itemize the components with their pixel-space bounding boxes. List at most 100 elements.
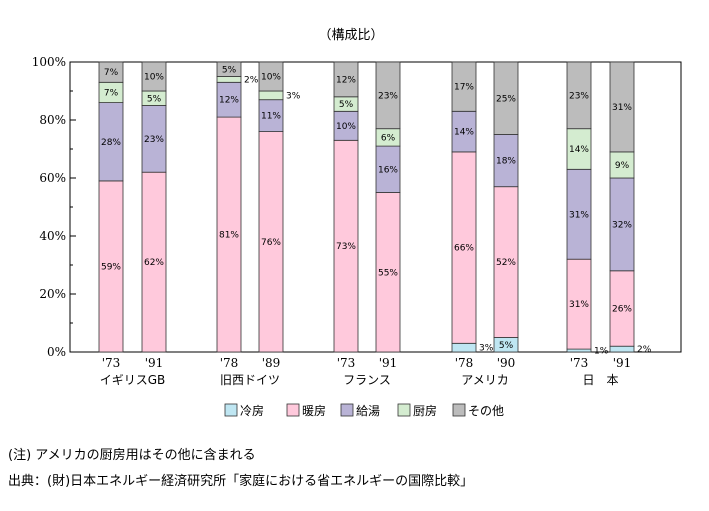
data-label: 3% [479, 344, 494, 354]
legend-swatch [224, 403, 238, 417]
y-tick-label: 40% [39, 229, 66, 243]
data-label: 14% [454, 128, 474, 138]
bar-segment [216, 76, 242, 83]
x-tick-label: '90 [497, 356, 516, 370]
data-label: 62% [144, 258, 164, 268]
x-tick-label: '91 [145, 356, 164, 370]
data-label: 9% [615, 161, 630, 171]
group-label: アメリカ [461, 373, 508, 387]
data-label: 5% [222, 65, 237, 75]
legend: 冷房 暖房 給湯 厨房 その他 [224, 403, 504, 418]
data-label: 31% [612, 103, 632, 113]
data-label: 2% [244, 75, 259, 85]
x-tick-label: '78 [455, 356, 474, 370]
bar-segment [141, 105, 167, 173]
bar-segment [609, 345, 635, 353]
y-tick-label: 0% [47, 345, 66, 359]
bar-segment [333, 110, 359, 141]
y-tick-label: 60% [39, 171, 66, 185]
y-tick-label: 80% [39, 113, 66, 127]
bar-segment [566, 168, 592, 260]
data-label: 10% [261, 73, 281, 83]
data-label: 12% [219, 96, 239, 106]
x-tick-label: '91 [379, 356, 398, 370]
bar-segment [98, 61, 124, 83]
bar-segment [493, 61, 519, 135]
data-label: 3% [286, 91, 301, 101]
group-label: 日 本 [582, 373, 618, 387]
data-label: 5% [339, 100, 354, 110]
bar-segment [258, 90, 284, 101]
bar-segment [566, 128, 592, 170]
data-label: 7% [104, 68, 119, 78]
data-label: 10% [144, 73, 164, 83]
data-label: 52% [496, 258, 516, 268]
legend-label: 暖房 [302, 403, 326, 418]
data-label: 26% [612, 305, 632, 315]
bar-segment [141, 61, 167, 92]
chart-source: 出典：(財)日本エネルギー経済研究所「家庭における省エネルギーの国際比較」 [8, 474, 474, 489]
y-tick-label: 20% [39, 287, 66, 301]
bar-segment [493, 134, 519, 188]
data-label: 31% [569, 210, 589, 220]
bar-segment [258, 61, 284, 92]
bar-segment [451, 342, 477, 353]
data-label: 28% [101, 138, 121, 148]
y-tick-label: 100% [32, 55, 66, 69]
legend-swatch [340, 403, 354, 417]
bar-segment [258, 131, 284, 353]
data-label: 2% [637, 345, 652, 355]
x-tick-label: '89 [262, 356, 281, 370]
bar-segment [451, 61, 477, 112]
bar-segment [609, 151, 635, 179]
data-label: 23% [569, 91, 589, 101]
legend-swatch [452, 403, 466, 417]
data-label: 23% [144, 135, 164, 145]
x-tick-label: '91 [613, 356, 632, 370]
bar-segment [216, 61, 242, 77]
bar-segment [609, 270, 635, 347]
data-label: 6% [381, 133, 396, 143]
bar-segment [98, 180, 124, 353]
data-label: 5% [147, 94, 162, 104]
chart-note: (注) アメリカの厨房用はその他に含まれる [8, 448, 256, 463]
data-label: 16% [378, 165, 398, 175]
plot-frame [69, 61, 682, 353]
bar-segment [451, 110, 477, 153]
bars: 3% 5% 1% 2% 59% 62% 81% 76% 73% 55% 66% 52% 31% 26% 28… [98, 61, 652, 357]
data-label: 73% [336, 242, 356, 252]
bar-segment [566, 348, 592, 353]
bar-segment [141, 171, 167, 353]
data-label: 32% [612, 220, 632, 230]
legend-label: 給湯 [356, 404, 380, 418]
legend-label: 厨房 [413, 403, 437, 418]
legend-label: 冷房 [240, 403, 264, 418]
x-tick-label: '73 [102, 356, 121, 370]
data-label: 5% [499, 341, 514, 351]
bar-segment [98, 102, 124, 182]
x-tick-label: '73 [570, 356, 589, 370]
bar-segment [216, 116, 242, 353]
legend-label: その他 [468, 404, 504, 418]
y-axis: 0% 20% 40% 60% 80% 100% [32, 55, 76, 359]
data-label: 10% [336, 122, 356, 132]
data-label: 11% [261, 112, 281, 122]
data-label: 81% [219, 231, 239, 241]
bar-segment [566, 61, 592, 130]
bar-segment [333, 61, 359, 98]
data-label: 1% [594, 347, 609, 357]
data-label: 31% [569, 300, 589, 310]
chart-title: （構成比） [318, 28, 383, 43]
data-label: 14% [569, 145, 589, 155]
data-label: 76% [261, 238, 281, 248]
data-label: 7% [104, 88, 119, 98]
bar-segment [258, 99, 284, 132]
data-label: 55% [378, 268, 398, 278]
x-axis: '73 '91 '78 '89 '73 '91 '78 '90 '73 '91 イギリスGB 旧西ドイ… [100, 356, 632, 387]
bar-segment [609, 61, 635, 153]
bar-segment [375, 61, 401, 130]
x-tick-label: '73 [337, 356, 356, 370]
data-label: 66% [454, 244, 474, 254]
legend-swatch [286, 403, 300, 417]
